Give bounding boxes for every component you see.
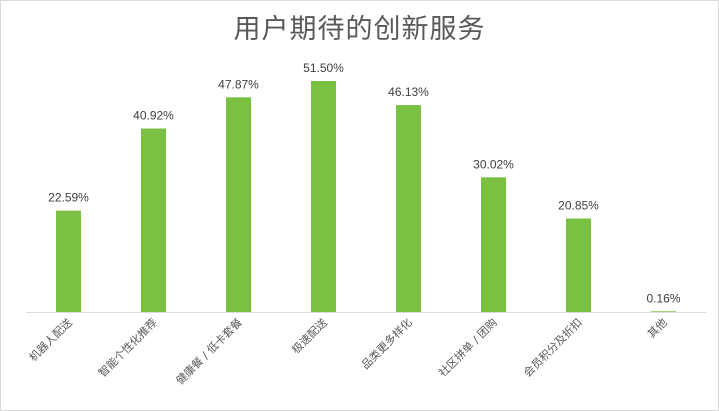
chart-title: 用户期待的创新服务 — [233, 14, 486, 45]
data-label-5: 46.13% — [388, 85, 429, 99]
bar-2 — [141, 128, 166, 312]
category-label-4: 极速配送 — [289, 315, 330, 356]
data-label-1: 22.59% — [48, 191, 89, 205]
data-label-2: 40.92% — [133, 109, 174, 123]
category-label-2: 智能个性化推荐 — [95, 315, 159, 379]
bar-8 — [651, 311, 676, 312]
data-label-8: 0.16% — [646, 291, 680, 305]
category-label-8: 其他 — [645, 316, 670, 341]
bar-3 — [226, 97, 251, 312]
data-label-3: 47.87% — [218, 77, 259, 91]
bar-4 — [311, 81, 336, 312]
data-label-7: 20.85% — [558, 199, 599, 213]
bar-6 — [481, 177, 506, 312]
data-label-4: 51.50% — [303, 61, 344, 75]
category-label-3: 健康餐 / 低卡套餐 — [173, 315, 245, 387]
category-label-7: 会员积分及折扣 — [520, 315, 584, 379]
category-label-1: 机器人配送 — [26, 315, 75, 364]
bar-7 — [566, 218, 591, 312]
category-label-5: 品类更多样化 — [358, 315, 415, 372]
bar-5 — [396, 105, 421, 312]
bar-1 — [56, 210, 81, 312]
data-label-6: 30.02% — [473, 157, 514, 171]
category-label-6: 社区拼单 / 团购 — [436, 315, 500, 379]
